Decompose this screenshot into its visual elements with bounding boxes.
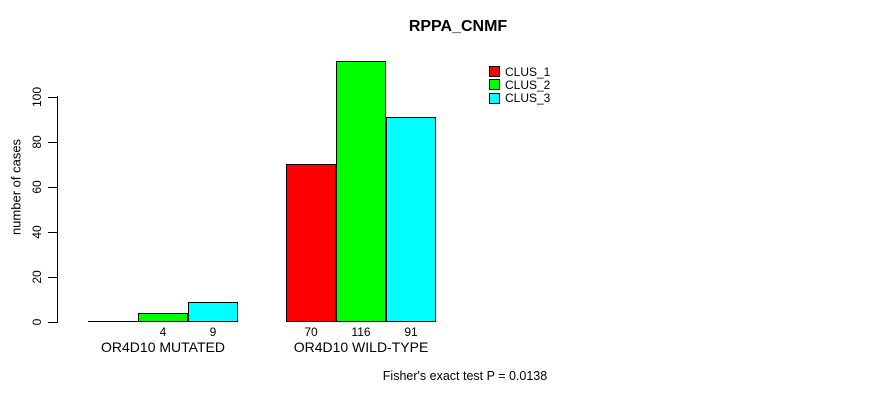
y-tick — [48, 187, 57, 188]
x-category-label: OR4D10 MUTATED — [101, 339, 225, 355]
bar — [188, 301, 238, 322]
bar — [286, 164, 336, 322]
bar — [138, 312, 188, 322]
bar-zero — [88, 321, 138, 322]
y-tick — [48, 322, 57, 323]
y-tick-label: 40 — [30, 225, 44, 239]
y-tick — [48, 97, 57, 98]
y-tick — [48, 232, 57, 233]
y-tick-label: 0 — [30, 318, 44, 326]
legend-label: CLUS_1 — [505, 64, 551, 79]
legend-label: CLUS_2 — [505, 77, 551, 92]
y-tick — [48, 142, 57, 143]
bar-value-label: 91 — [404, 325, 418, 339]
bar-value-label: 116 — [351, 325, 371, 339]
y-tick-label: 20 — [30, 270, 44, 284]
y-tick-label: 100 — [30, 86, 44, 107]
y-tick — [48, 277, 57, 278]
legend-swatch — [489, 92, 500, 104]
y-tick-label: 80 — [30, 135, 44, 149]
bar — [336, 60, 386, 322]
bar-value-label: 70 — [304, 325, 318, 339]
footnote-text: Fisher's exact test P = 0.0138 — [382, 369, 548, 383]
x-category-label: OR4D10 WILD-TYPE — [293, 339, 429, 355]
y-tick-label: 60 — [30, 180, 44, 194]
bar — [386, 116, 436, 322]
legend-swatch — [489, 79, 500, 91]
legend-swatch — [489, 66, 500, 77]
bar-value-label: 9 — [209, 325, 217, 339]
bar-value-label: 4 — [159, 325, 167, 339]
y-axis-line — [57, 96, 58, 323]
legend-label: CLUS_3 — [505, 91, 551, 106]
chart-title: RPPA_CNMF — [408, 18, 508, 35]
